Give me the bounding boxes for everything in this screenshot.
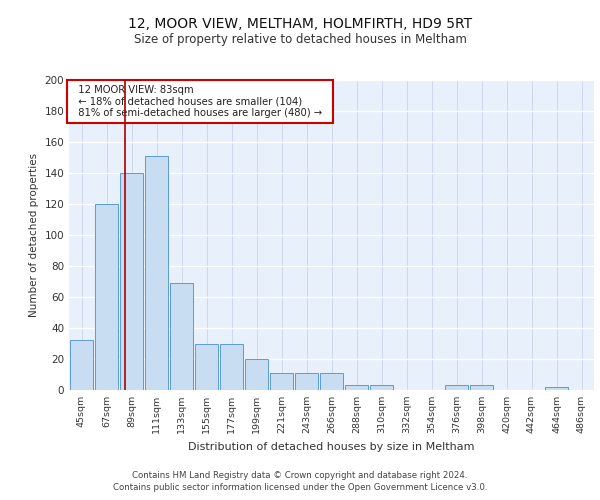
Y-axis label: Number of detached properties: Number of detached properties bbox=[29, 153, 39, 317]
Text: Contains HM Land Registry data © Crown copyright and database right 2024.: Contains HM Land Registry data © Crown c… bbox=[132, 472, 468, 480]
Bar bbox=[170, 283, 193, 390]
Text: Contains public sector information licensed under the Open Government Licence v3: Contains public sector information licen… bbox=[113, 483, 487, 492]
Bar bbox=[470, 386, 493, 390]
Bar bbox=[95, 204, 118, 390]
Bar bbox=[145, 156, 168, 390]
Bar bbox=[320, 373, 343, 390]
Bar bbox=[270, 373, 293, 390]
Text: Size of property relative to detached houses in Meltham: Size of property relative to detached ho… bbox=[134, 32, 466, 46]
Bar bbox=[545, 387, 568, 390]
Bar bbox=[70, 340, 93, 390]
Bar bbox=[195, 344, 218, 390]
Text: 12 MOOR VIEW: 83sqm  
  ← 18% of detached houses are smaller (104)  
  81% of se: 12 MOOR VIEW: 83sqm ← 18% of detached ho… bbox=[71, 84, 328, 118]
Bar bbox=[295, 373, 318, 390]
Bar bbox=[370, 386, 393, 390]
X-axis label: Distribution of detached houses by size in Meltham: Distribution of detached houses by size … bbox=[188, 442, 475, 452]
Bar bbox=[245, 359, 268, 390]
Bar bbox=[120, 173, 143, 390]
Bar bbox=[220, 344, 243, 390]
Text: 12, MOOR VIEW, MELTHAM, HOLMFIRTH, HD9 5RT: 12, MOOR VIEW, MELTHAM, HOLMFIRTH, HD9 5… bbox=[128, 18, 472, 32]
Bar bbox=[445, 386, 468, 390]
Bar bbox=[345, 386, 368, 390]
